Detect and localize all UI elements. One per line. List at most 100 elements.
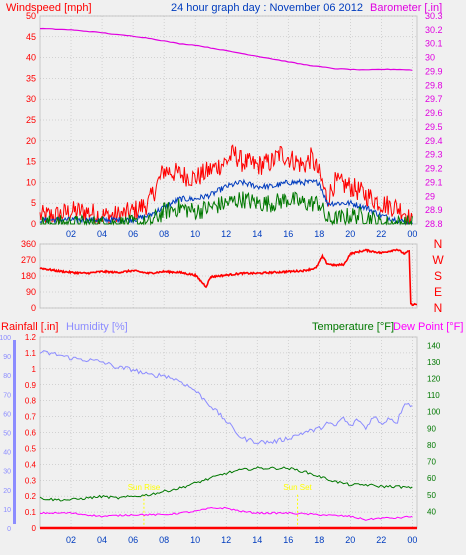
humidity-line xyxy=(39,350,413,445)
wind_min-line xyxy=(40,191,413,226)
barometer-tick-label: 28.8 xyxy=(425,219,443,229)
compass-label: N xyxy=(434,301,443,315)
rain-tick-label: 0.4 xyxy=(25,460,37,469)
rainfall-axis-title: Rainfall [.in] xyxy=(1,321,58,333)
rain-tick-label: 0 xyxy=(32,524,37,533)
compass-label: W xyxy=(432,253,444,267)
humidity-tick-label: 80 xyxy=(3,373,11,380)
hour-tick-label: 04 xyxy=(97,535,107,545)
hour-tick-label: 08 xyxy=(159,535,169,545)
barometer-axis-title: Barometer [.in] xyxy=(370,2,442,14)
hour-tick-label: 20 xyxy=(345,229,355,239)
barometer-tick-label: 29.5 xyxy=(425,122,443,132)
temperature-tick-label: 50 xyxy=(427,491,436,500)
compass-label: E xyxy=(434,285,442,299)
hour-tick-label: 14 xyxy=(252,229,262,239)
wind-tick-label: 0 xyxy=(31,219,36,229)
tick-labels: 0510152025303540455028.828.92929.129.229… xyxy=(0,11,444,545)
hour-tick-label: 06 xyxy=(128,229,138,239)
rain-tick-label: 0.5 xyxy=(25,444,37,453)
rain-tick-label: 1 xyxy=(32,365,37,374)
hour-tick-label: 06 xyxy=(128,535,138,545)
barometer-tick-label: 30.3 xyxy=(425,11,443,21)
barometer-tick-label: 29.7 xyxy=(425,94,443,104)
rain-tick-label: 1.1 xyxy=(25,349,37,358)
humidity-tick-label: 10 xyxy=(3,507,11,514)
barometer-tick-label: 29.4 xyxy=(425,136,443,146)
wind-barometer-plot xyxy=(39,15,418,225)
windspeed-axis-title: Windspeed [mph] xyxy=(6,2,92,14)
barometer-tick-label: 30.2 xyxy=(425,25,443,35)
temperature-tick-label: 120 xyxy=(427,375,441,384)
rain-tick-label: 0.8 xyxy=(25,397,37,406)
barometer-tick-label: 29.2 xyxy=(425,164,443,174)
hour-tick-label: 22 xyxy=(376,229,386,239)
hour-tick-label: 12 xyxy=(221,535,231,545)
dewpoint-axis-title: Dew Point [°F] xyxy=(393,321,463,333)
hour-tick-label: 12 xyxy=(221,229,231,239)
rain-tick-label: 1.2 xyxy=(25,333,37,342)
temperature-humidity-plot xyxy=(39,336,418,529)
humidity-tick-label: 70 xyxy=(3,392,11,399)
wind_max-line xyxy=(39,144,413,225)
wind-tick-label: 35 xyxy=(26,73,36,83)
compass-label: S xyxy=(434,269,442,283)
rain-tick-label: 0.3 xyxy=(25,476,37,485)
grid-lines xyxy=(40,15,417,529)
humidity-tick-label: 30 xyxy=(3,469,11,476)
wind-tick-label: 30 xyxy=(26,94,36,104)
wind-tick-label: 25 xyxy=(26,115,36,125)
hour-tick-label: 00 xyxy=(407,535,417,545)
rain-tick-label: 0.2 xyxy=(25,492,37,501)
rain-tick-label: 0.9 xyxy=(25,381,37,390)
data-lines xyxy=(39,27,418,530)
barometer-tick-label: 29 xyxy=(425,191,435,201)
temperature-tick-label: 110 xyxy=(427,391,440,400)
humidity-tick-label: 90 xyxy=(3,354,11,361)
hour-tick-label: 18 xyxy=(314,535,324,545)
dewpoint-line xyxy=(39,506,413,521)
humidity-axis-title: Humidity [%] xyxy=(66,321,128,333)
hour-tick-label: 10 xyxy=(190,229,200,239)
wind-tick-label: 15 xyxy=(26,157,36,167)
barometer-tick-label: 29.1 xyxy=(425,177,443,187)
barometer-tick-label: 28.9 xyxy=(425,205,443,215)
barometer-tick-label: 29.3 xyxy=(425,150,443,160)
barometer-tick-label: 30 xyxy=(425,53,435,63)
wind-tick-label: 10 xyxy=(26,177,36,187)
hour-tick-label: 22 xyxy=(376,535,386,545)
hour-tick-label: 16 xyxy=(283,229,293,239)
hour-tick-label: 02 xyxy=(66,229,76,239)
humidity-tick-label: 60 xyxy=(3,411,11,418)
wind-tick-label: 45 xyxy=(26,32,36,42)
direction-tick-label: 360 xyxy=(21,239,36,249)
humidity-tick-label: 40 xyxy=(3,450,11,457)
rain-tick-label: 0.1 xyxy=(25,508,37,517)
hour-tick-label: 14 xyxy=(252,535,262,545)
wind-tick-label: 50 xyxy=(26,11,36,21)
hour-tick-label: 20 xyxy=(345,535,355,545)
direction-line xyxy=(39,248,418,307)
temperature-tick-label: 40 xyxy=(427,507,436,516)
hour-tick-label: 18 xyxy=(314,229,324,239)
chart-title: 24 hour graph day : November 06 2012 xyxy=(171,2,363,14)
temperature-tick-label: 90 xyxy=(427,424,436,433)
temperature-tick-label: 80 xyxy=(427,441,436,450)
wind-tick-label: 40 xyxy=(26,53,36,63)
wind-tick-label: 5 xyxy=(31,198,36,208)
hour-tick-label: 04 xyxy=(97,229,107,239)
direction-tick-label: 0 xyxy=(31,303,36,313)
direction-tick-label: 90 xyxy=(26,287,36,297)
rain-tick-label: 0.7 xyxy=(25,413,37,422)
direction-tick-label: 180 xyxy=(21,271,36,281)
temperature-tick-label: 130 xyxy=(427,358,441,367)
barometer-tick-label: 30.1 xyxy=(425,39,443,49)
barometer-line xyxy=(39,27,413,71)
hour-tick-label: 08 xyxy=(159,229,169,239)
temperature-axis-title: Temperature [°F] xyxy=(312,321,394,333)
direction-tick-label: 270 xyxy=(21,255,36,265)
humidity-tick-label: 0 xyxy=(7,526,11,533)
temperature-tick-label: 60 xyxy=(427,474,436,483)
hour-tick-label: 00 xyxy=(407,229,417,239)
compass-label: N xyxy=(434,237,443,251)
